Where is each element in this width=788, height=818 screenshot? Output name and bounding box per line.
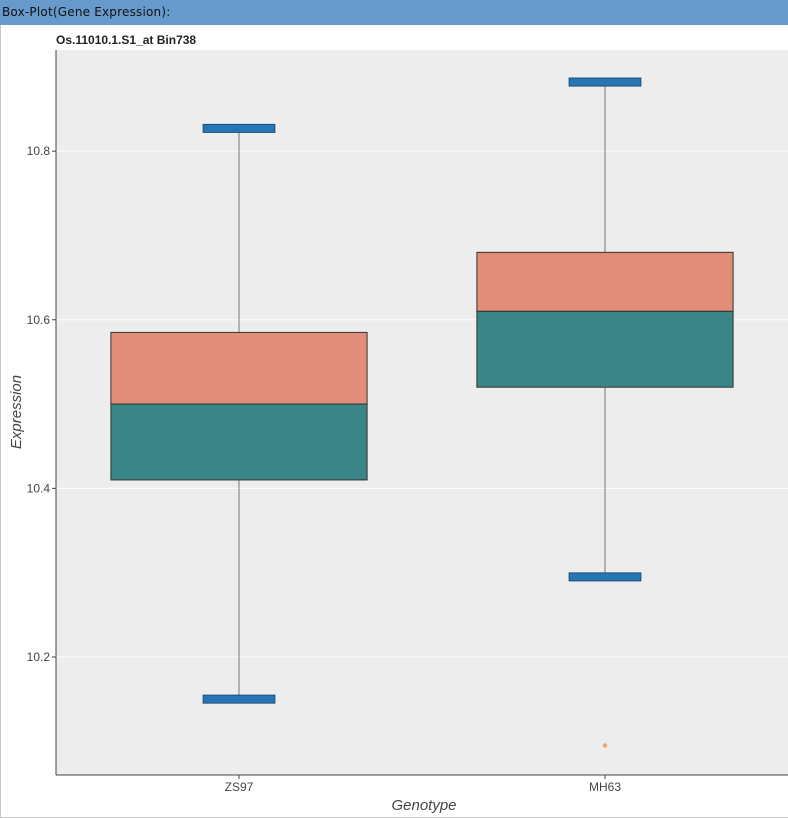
y-tick-label: 10.4 — [27, 481, 51, 495]
box-mh63 — [476, 77, 734, 748]
box-lower — [110, 403, 368, 481]
y-tick-label: 10.8 — [27, 144, 51, 158]
y-axis-title: Expression — [8, 375, 25, 449]
box-plot-chart: Os.11010.1.S1_at Bin738 10.2 10.4 10.6 10.8… — [8, 33, 788, 814]
box-zs97 — [110, 123, 368, 704]
whisker-cap-low — [568, 572, 642, 582]
box-upper — [110, 331, 368, 405]
x-axis-title: Genotype — [391, 797, 456, 814]
y-tick-label: 10.2 — [27, 650, 51, 664]
panel-header: Box-Plot(Gene Expression): — [0, 0, 788, 25]
chart-title: Os.11010.1.S1_at Bin738 — [56, 33, 196, 47]
whisker-cap-low — [202, 694, 276, 704]
axis-layer: 10.2 10.4 10.6 10.8 ZS97 MH63 — [27, 144, 622, 794]
box-lower — [476, 310, 734, 388]
outlier-point — [602, 743, 608, 748]
x-tick-label: ZS97 — [225, 780, 254, 794]
box-layer — [110, 77, 734, 748]
panel-title: Box-Plot(Gene Expression): — [2, 5, 171, 19]
y-tick-label: 10.6 — [27, 313, 51, 327]
whisker-cap-high — [202, 123, 276, 133]
x-tick-label: MH63 — [589, 780, 621, 794]
box-upper — [476, 251, 734, 312]
whisker-cap-high — [568, 77, 642, 87]
panel-body: Os.11010.1.S1_at Bin738 10.2 10.4 10.6 10.8… — [0, 25, 788, 818]
